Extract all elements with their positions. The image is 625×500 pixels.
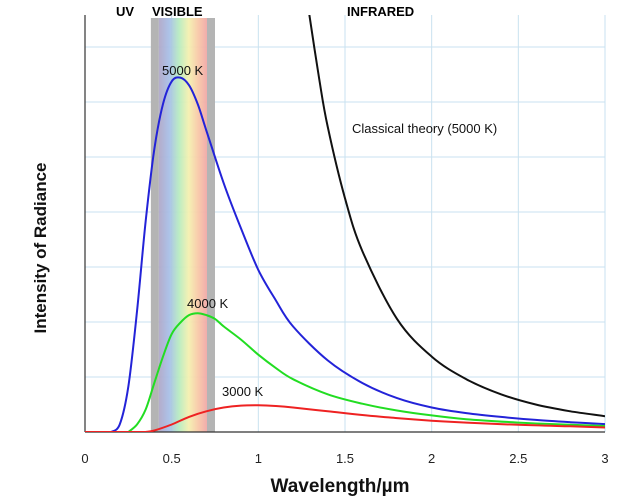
x-tick-label: 2.5 <box>509 451 527 466</box>
y-axis-title: Intensity of Radiance <box>31 163 50 334</box>
region-label-infrared: INFRARED <box>347 4 414 19</box>
x-tick-label: 0 <box>81 451 88 466</box>
visible-band-left-gray <box>150 18 159 432</box>
x-axis-title: Wavelength/µm <box>270 476 409 497</box>
x-tick-labels: 0 0.5 1 1.5 2 2.5 3 <box>81 451 608 466</box>
curve-labels: 5000 K 4000 K 3000 K Classical theory (5… <box>162 63 497 399</box>
curve-5000-k <box>85 76 605 432</box>
label-4000k: 4000 K <box>187 296 229 311</box>
region-label-visible: VISIBLE <box>152 4 203 19</box>
region-label-uv: UV <box>116 4 134 19</box>
x-tick-label: 1 <box>255 451 262 466</box>
visible-band <box>150 18 215 432</box>
visible-band-right-gray <box>207 18 215 432</box>
curves <box>85 15 605 432</box>
x-tick-label: 2 <box>428 451 435 466</box>
curve-4000-k <box>85 312 605 432</box>
axes <box>84 15 605 433</box>
x-tick-label: 1.5 <box>336 451 354 466</box>
curve-3000-k <box>85 404 605 432</box>
curve-classical-theory-5000-k <box>308 15 605 418</box>
x-tick-label: 3 <box>601 451 608 466</box>
x-tick-label: 0.5 <box>163 451 181 466</box>
label-5000k: 5000 K <box>162 63 204 78</box>
label-3000k: 3000 K <box>222 384 264 399</box>
label-classical-theory: Classical theory (5000 K) <box>352 121 497 136</box>
region-labels: UV VISIBLE INFRARED <box>116 4 414 19</box>
visible-spectrum <box>158 18 207 432</box>
